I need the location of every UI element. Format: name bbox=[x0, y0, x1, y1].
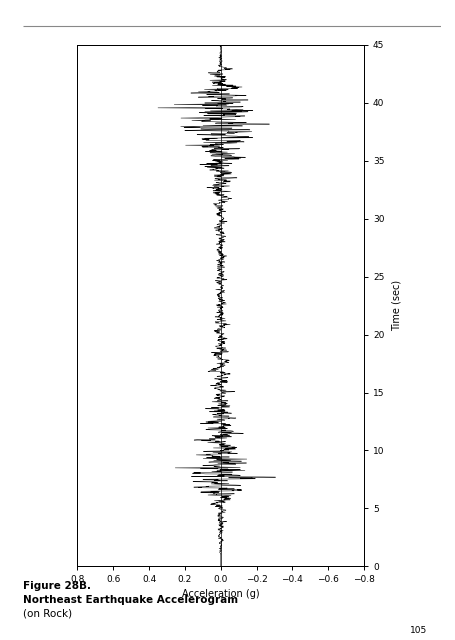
Y-axis label: Time (sec): Time (sec) bbox=[391, 280, 401, 331]
Text: Northeast Earthquake Accelerogram: Northeast Earthquake Accelerogram bbox=[23, 595, 238, 605]
Text: Figure 28B.: Figure 28B. bbox=[23, 581, 91, 591]
Text: (on Rock): (on Rock) bbox=[23, 609, 72, 619]
X-axis label: Acceleration (g): Acceleration (g) bbox=[182, 589, 259, 598]
Text: 105: 105 bbox=[410, 626, 428, 635]
